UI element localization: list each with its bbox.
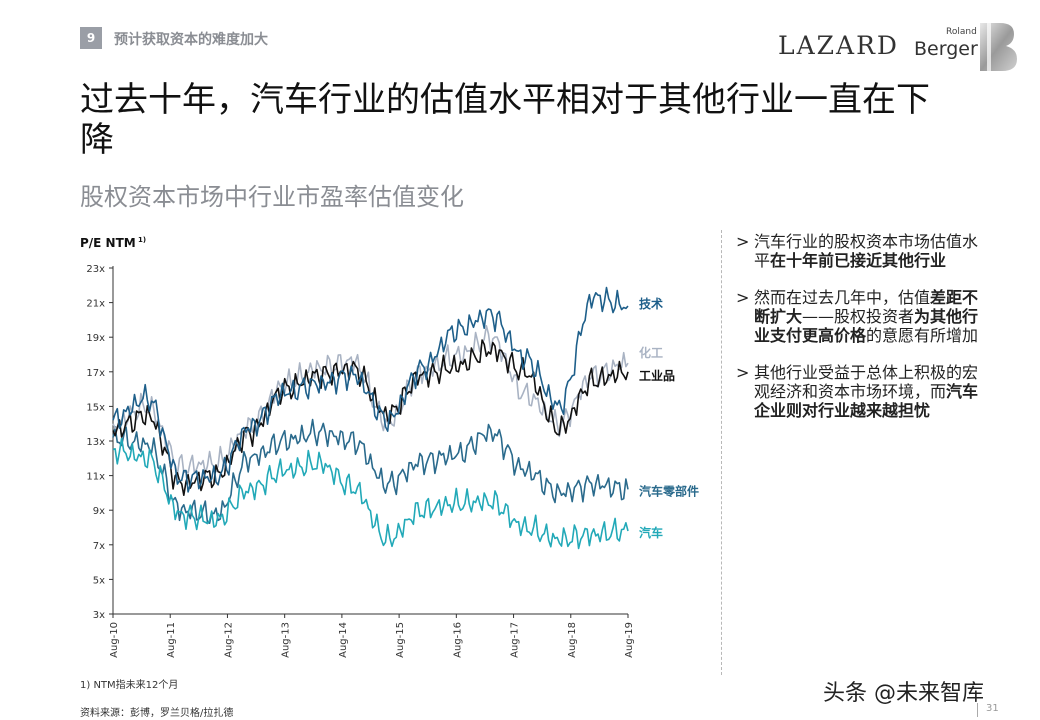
watermark: 头条 @未来智库 [823,681,984,706]
pe-line-chart: P/E NTM 1) 3x 5x 7x 9x 11x 13x 15x 17x 19x 21x 23x A… [80,236,699,658]
bullet-text-bold: 为其他行业支付更高价格 [754,307,979,345]
x-tick-label: Aug-12 [223,622,234,658]
bullet-text: 汽车行业的股权资本市场估值水平在十年前已接近其他行业 [754,232,986,270]
y-tick-label: 21x [86,299,105,310]
x-tick-label: Aug-19 [624,622,635,658]
bullet-text-bold: 汽车企业则对行业越来越担忧 [754,382,979,420]
bullet-marker: > [736,232,750,251]
y-tick-label: 7x [93,541,105,552]
bullet-text-bold: 差距不断扩大 [754,288,979,326]
vertical-divider [721,230,722,675]
series-line [112,339,629,496]
bullet-text: 然而在过去几年中，估值差距不断扩大——股权投资者为其他行业支付更高价格的意愿有所… [754,288,986,345]
series-label: 技术 [639,296,663,311]
page-subtitle: 股权资本市场中行业市盈率估值变化 [80,183,464,211]
series-label: 汽车零部件 [639,483,699,498]
y-tick-label: 15x [86,402,105,413]
source-note: 资料来源：彭博，罗兰贝格/拉扎德 [80,708,234,719]
x-tick-label: Aug-17 [510,622,521,658]
bullet-text-part: ——股权投资者 [802,307,915,326]
y-tick-label: 19x [86,333,105,344]
bullet-marker: > [736,288,750,307]
bullet-item: > 汽车行业的股权资本市场估值水平在十年前已接近其他行业 [736,232,986,270]
bullet-text-part: 其他行业受益于总体上积极的宏观经济和资本市场环境，而 [754,363,979,401]
bullet-marker: > [736,363,750,382]
x-tick-label: Aug-11 [166,622,177,658]
y-axis-label: P/E NTM [80,236,136,250]
bullet-text: 其他行业受益于总体上积极的宏观经济和资本市场环境，而汽车企业则对行业越来越担忧 [754,363,986,420]
y-tick-label: 23x [86,264,105,275]
x-tick-label: Aug-18 [567,622,578,658]
y-tick-label: 3x [93,610,105,621]
y-tick-label: 17x [86,368,105,379]
series-line [112,286,629,493]
footnote: 1) NTM指未来12个月 [80,680,179,691]
bullet-text-part: 的意愿有所增加 [866,326,979,345]
bullet-text-part: 然而在过去几年中，估值 [754,288,931,307]
x-tick-label: Aug-13 [281,622,292,658]
x-tick-label: Aug-16 [452,622,463,658]
series-label: 化工 [639,345,663,360]
roland-berger-logo-small: Roland [946,27,977,37]
page-number: 31 [977,703,999,717]
series-line [112,437,629,550]
x-tick-label: Aug-10 [109,622,120,658]
bullet-text-bold: 在十年前已接近其他行业 [770,251,947,270]
chart-lines [112,286,629,550]
section-title: 预计获取资本的难度加大 [114,32,268,48]
page-title: 过去十年，汽车行业的估值水平相对于其他行业一直在下降 [80,80,930,160]
y-tick-label: 13x [86,437,105,448]
y-axis-label-group: P/E NTM 1) [80,236,146,250]
bullet-text-part: 汽车行业的股权资本市场估值水平 [754,232,979,270]
bullet-item: > 其他行业受益于总体上积极的宏观经济和资本市场环境，而汽车企业则对行业越来越担忧 [736,363,986,420]
y-tick-label: 11x [86,472,105,483]
chart-axes: 3x 5x 7x 9x 11x 13x 15x 17x 19x 21x 23x Aug-10 Aug-1… [86,264,635,658]
y-axis-label-superscript: 1) [138,236,146,244]
roland-berger-logo-main: Berger [914,38,978,60]
key-points-list: > 汽车行业的股权资本市场估值水平在十年前已接近其他行业 > 然而在过去几年中，估值差… [736,232,986,438]
bullet-item: > 然而在过去几年中，估值差距不断扩大——股权投资者为其他行业支付更高价格的意愿有… [736,288,986,345]
x-tick-label: Aug-14 [338,622,349,658]
x-tick-label: Aug-15 [395,622,406,658]
y-tick-label: 9x [93,506,105,517]
series-label: 汽车 [639,525,663,540]
lazard-logo: LAZARD [778,31,899,60]
section-number-badge: 9 [80,27,102,49]
series-label: 工业品 [639,368,675,383]
y-tick-label: 5x [93,575,105,586]
roland-berger-b-icon [980,23,1017,71]
